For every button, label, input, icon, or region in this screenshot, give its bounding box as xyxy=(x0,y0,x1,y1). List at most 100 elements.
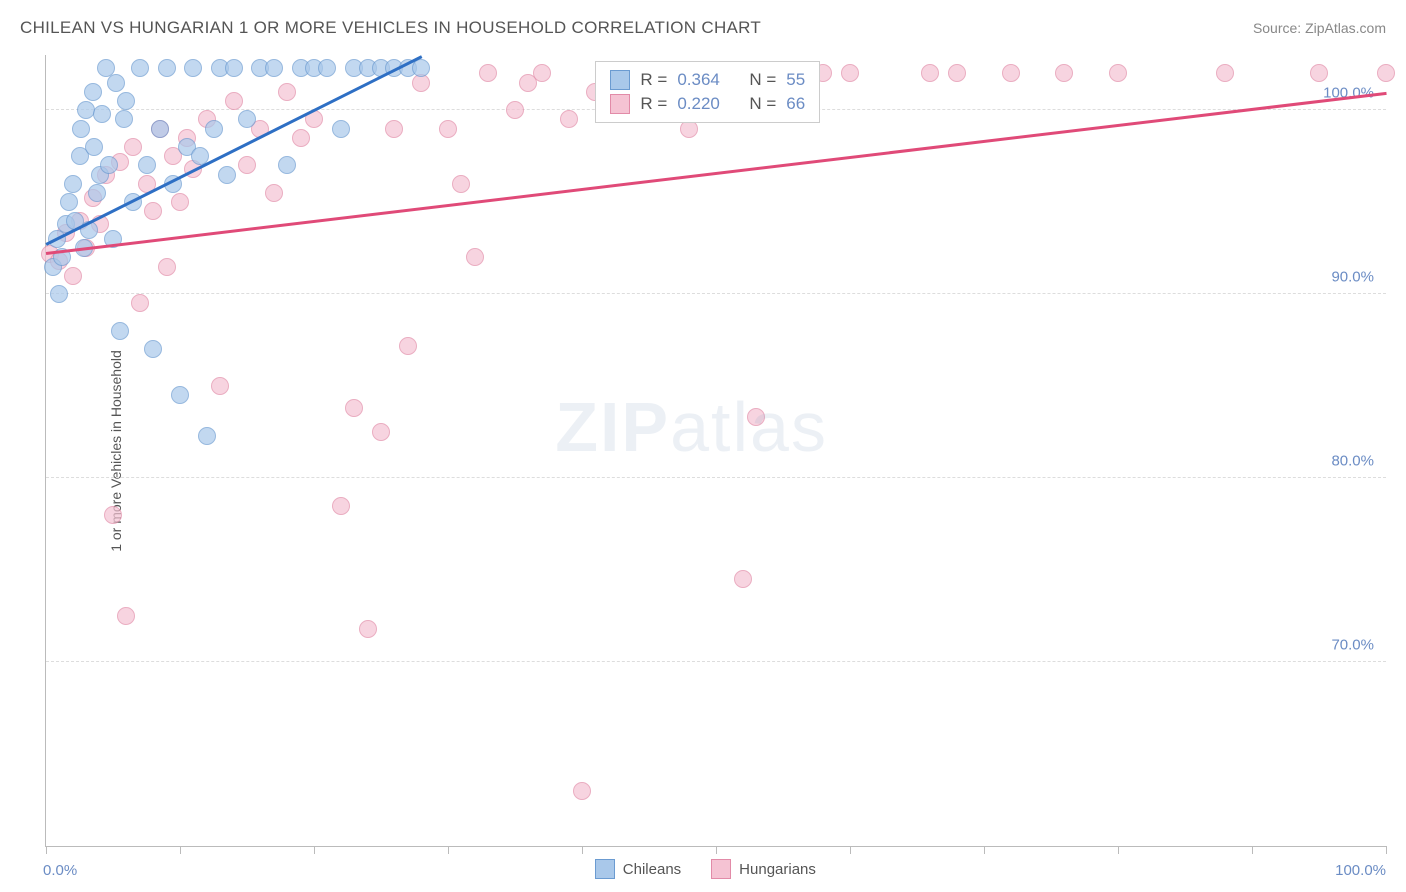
scatter-point xyxy=(439,120,457,138)
scatter-point xyxy=(138,156,156,174)
n-value-hungarians: 66 xyxy=(786,94,805,114)
scatter-point xyxy=(144,202,162,220)
scatter-point xyxy=(948,64,966,82)
scatter-point xyxy=(225,92,243,110)
scatter-point xyxy=(100,156,118,174)
scatter-point xyxy=(332,497,350,515)
scatter-point xyxy=(50,285,68,303)
scatter-point xyxy=(238,156,256,174)
r-value-hungarians: 0.220 xyxy=(677,94,720,114)
scatter-point xyxy=(144,340,162,358)
scatter-point xyxy=(115,110,133,128)
x-tick xyxy=(46,846,47,854)
scatter-point xyxy=(385,120,403,138)
scatter-point xyxy=(218,166,236,184)
scatter-point xyxy=(107,74,125,92)
scatter-point xyxy=(292,129,310,147)
scatter-point xyxy=(278,83,296,101)
n-label: N = xyxy=(749,70,776,90)
scatter-point xyxy=(506,101,524,119)
scatter-point xyxy=(533,64,551,82)
scatter-point xyxy=(345,399,363,417)
y-tick-label: 90.0% xyxy=(1331,269,1374,286)
scatter-point xyxy=(560,110,578,128)
gridline xyxy=(46,661,1386,662)
scatter-point xyxy=(238,110,256,128)
scatter-point xyxy=(1377,64,1395,82)
x-tick xyxy=(984,846,985,854)
legend-swatch-chileans xyxy=(610,70,630,90)
watermark: ZIPatlas xyxy=(555,387,828,467)
scatter-point xyxy=(64,267,82,285)
scatter-point xyxy=(151,120,169,138)
scatter-point xyxy=(111,322,129,340)
scatter-point xyxy=(104,506,122,524)
scatter-point xyxy=(131,294,149,312)
scatter-point xyxy=(359,620,377,638)
scatter-point xyxy=(117,92,135,110)
scatter-point xyxy=(88,184,106,202)
x-axis-max-label: 100.0% xyxy=(1335,862,1386,879)
scatter-point xyxy=(77,101,95,119)
x-tick xyxy=(1118,846,1119,854)
scatter-point xyxy=(747,408,765,426)
scatter-point xyxy=(225,59,243,77)
scatter-point xyxy=(1109,64,1127,82)
scatter-point xyxy=(117,607,135,625)
x-axis-min-label: 0.0% xyxy=(43,862,77,879)
scatter-point xyxy=(452,175,470,193)
scatter-point xyxy=(278,156,296,174)
scatter-point xyxy=(1002,64,1020,82)
legend-swatch-hungarians xyxy=(610,94,630,114)
scatter-point xyxy=(841,64,859,82)
scatter-point xyxy=(573,782,591,800)
scatter-point xyxy=(124,138,142,156)
scatter-point xyxy=(1310,64,1328,82)
r-label: R = xyxy=(640,70,667,90)
legend-series: Chileans Hungarians xyxy=(595,859,816,879)
scatter-point xyxy=(85,138,103,156)
scatter-point xyxy=(60,193,78,211)
y-tick-label: 70.0% xyxy=(1331,637,1374,654)
scatter-point xyxy=(93,105,111,123)
x-tick xyxy=(180,846,181,854)
legend-label-chileans: Chileans xyxy=(623,861,681,878)
x-tick xyxy=(1252,846,1253,854)
watermark-zip: ZIP xyxy=(555,388,670,466)
scatter-point xyxy=(158,59,176,77)
scatter-point xyxy=(171,193,189,211)
scatter-point xyxy=(1216,64,1234,82)
scatter-point xyxy=(184,59,202,77)
scatter-point xyxy=(412,59,430,77)
scatter-point xyxy=(84,83,102,101)
plot-area: ZIPatlas R = 0.364 N = 55 R = 0.220 N = … xyxy=(45,55,1386,847)
scatter-point xyxy=(131,59,149,77)
page-title: CHILEAN VS HUNGARIAN 1 OR MORE VEHICLES … xyxy=(20,18,761,38)
x-tick xyxy=(1386,846,1387,854)
scatter-point xyxy=(479,64,497,82)
legend-statistics: R = 0.364 N = 55 R = 0.220 N = 66 xyxy=(595,61,820,123)
scatter-point xyxy=(734,570,752,588)
scatter-point xyxy=(198,427,216,445)
scatter-point xyxy=(64,175,82,193)
legend-swatch-hungarians xyxy=(711,859,731,879)
scatter-point xyxy=(332,120,350,138)
gridline xyxy=(46,293,1386,294)
gridline xyxy=(46,477,1386,478)
scatter-point xyxy=(205,120,223,138)
scatter-point xyxy=(265,59,283,77)
legend-label-hungarians: Hungarians xyxy=(739,861,816,878)
n-value-chileans: 55 xyxy=(786,70,805,90)
x-tick xyxy=(716,846,717,854)
scatter-point xyxy=(72,120,90,138)
watermark-atlas: atlas xyxy=(670,388,828,466)
n-label: N = xyxy=(749,94,776,114)
legend-swatch-chileans xyxy=(595,859,615,879)
scatter-point xyxy=(372,423,390,441)
source-label: Source: ZipAtlas.com xyxy=(1253,20,1386,36)
y-tick-label: 80.0% xyxy=(1331,453,1374,470)
scatter-point xyxy=(171,386,189,404)
scatter-point xyxy=(921,64,939,82)
scatter-point xyxy=(158,258,176,276)
scatter-point xyxy=(265,184,283,202)
